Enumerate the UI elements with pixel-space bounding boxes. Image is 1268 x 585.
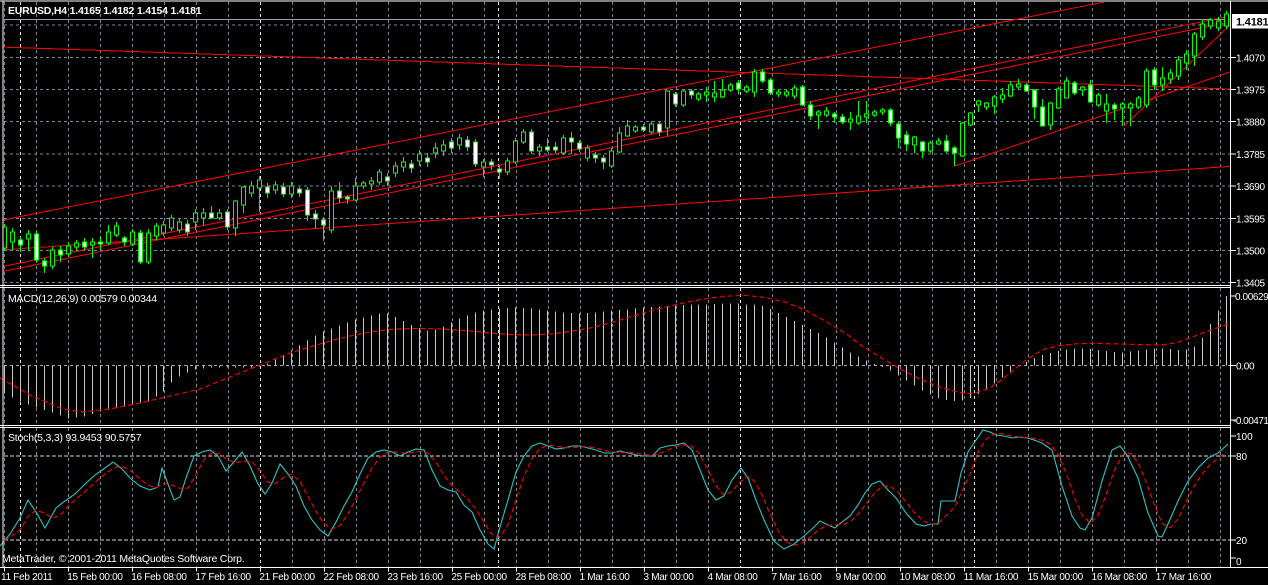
svg-text:1.4181: 1.4181 (1236, 17, 1268, 29)
svg-text:0.00629: 0.00629 (1235, 292, 1268, 303)
svg-text:1.3595: 1.3595 (1236, 214, 1266, 225)
svg-text:4 Mar 08:00: 4 Mar 08:00 (708, 572, 759, 583)
svg-text:1.3690: 1.3690 (1236, 182, 1266, 193)
svg-text:MACD(12,26,9) 0.00579 0.00344: MACD(12,26,9) 0.00579 0.00344 (8, 293, 157, 305)
svg-text:-0.00471: -0.00471 (1233, 416, 1268, 427)
svg-text:1.3975: 1.3975 (1236, 86, 1266, 97)
svg-text:9 Mar 00:00: 9 Mar 00:00 (836, 572, 887, 583)
svg-text:23 Feb 16:00: 23 Feb 16:00 (387, 572, 443, 583)
svg-text:1.4070: 1.4070 (1236, 53, 1266, 64)
svg-text:21 Feb 00:00: 21 Feb 00:00 (259, 572, 315, 583)
svg-text:15 Mar 00:00: 15 Mar 00:00 (1028, 572, 1084, 583)
svg-text:7 Mar 16:00: 7 Mar 16:00 (772, 572, 823, 583)
svg-text:3 Mar 00:00: 3 Mar 00:00 (644, 572, 695, 583)
svg-text:10 Mar 08:00: 10 Mar 08:00 (900, 572, 956, 583)
svg-text:11 Feb 2011: 11 Feb 2011 (1, 572, 53, 583)
svg-text:28 Feb 08:00: 28 Feb 08:00 (516, 572, 572, 583)
svg-text:MetaTrader, © 2001-2011 MetaQu: MetaTrader, © 2001-2011 MetaQuotes Softw… (2, 553, 244, 565)
svg-text:22 Feb 08:00: 22 Feb 08:00 (323, 572, 379, 583)
svg-text:1 Mar 16:00: 1 Mar 16:00 (580, 572, 631, 583)
svg-text:0: 0 (1236, 557, 1242, 568)
svg-text:20: 20 (1236, 536, 1248, 547)
svg-text:17 Feb 16:00: 17 Feb 16:00 (195, 572, 251, 583)
svg-text:16 Feb 08:00: 16 Feb 08:00 (131, 572, 187, 583)
svg-text:Stoch(5,3,3) 93.9453 90.5757: Stoch(5,3,3) 93.9453 90.5757 (8, 432, 142, 444)
svg-text:16 Mar 08:00: 16 Mar 08:00 (1092, 572, 1148, 583)
svg-text:15 Feb 00:00: 15 Feb 00:00 (67, 572, 123, 583)
svg-text:80: 80 (1236, 452, 1248, 463)
svg-text:1.3785: 1.3785 (1236, 150, 1266, 161)
svg-text:1.3880: 1.3880 (1236, 118, 1266, 129)
svg-text:25 Feb 00:00: 25 Feb 00:00 (451, 572, 507, 583)
svg-text:100: 100 (1236, 432, 1253, 443)
svg-text:1.3405: 1.3405 (1236, 279, 1266, 290)
svg-text:0.00: 0.00 (1236, 361, 1255, 372)
svg-text:11 Mar 16:00: 11 Mar 16:00 (964, 572, 1019, 583)
svg-text:EURUSD,H4 1.4165 1.4182 1.415: EURUSD,H4 1.4165 1.4182 1.4154 1.4181 (8, 5, 202, 17)
svg-text:1.3500: 1.3500 (1236, 247, 1266, 258)
svg-text:17 Mar 16:00: 17 Mar 16:00 (1156, 572, 1212, 583)
